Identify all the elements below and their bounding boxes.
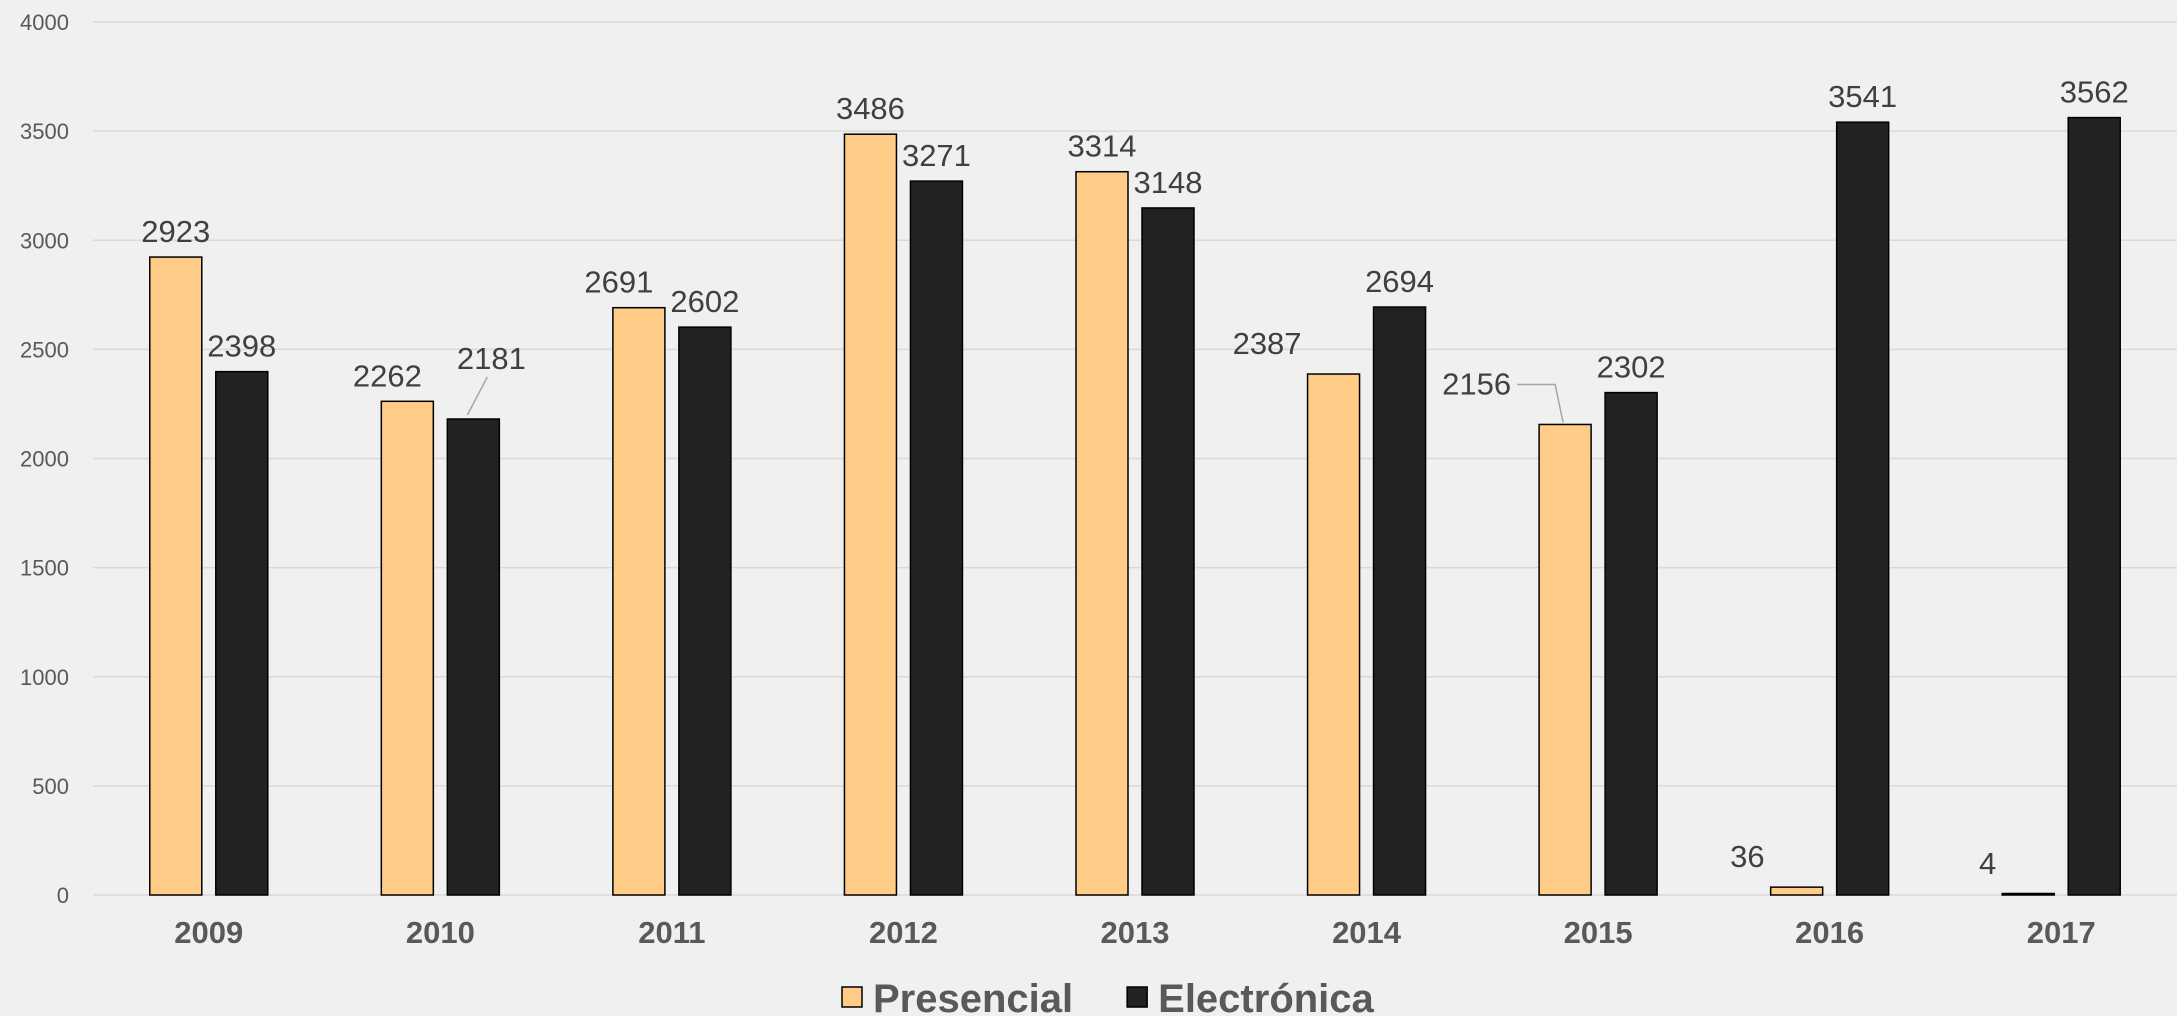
x-tick-label: 2014 — [1332, 915, 1402, 950]
y-tick-label: 1000 — [20, 665, 69, 690]
data-label-presencial: 2262 — [353, 358, 422, 393]
bar-electronica — [1372, 306, 1427, 896]
y-tick-label: 4000 — [20, 10, 69, 35]
y-tick-label: 3000 — [20, 228, 69, 253]
x-tick-label: 2016 — [1795, 915, 1864, 950]
data-label-presencial: 36 — [1730, 839, 1764, 874]
data-label-electronica: 2181 — [457, 341, 526, 376]
leader-line — [466, 376, 488, 416]
data-label-presencial: 2923 — [141, 214, 210, 249]
bar-presencial — [1538, 423, 1592, 896]
legend-label: Electrónica — [1158, 977, 1374, 1016]
bar-presencial — [1075, 170, 1129, 896]
gridlines — [93, 21, 2177, 896]
data-label-electronica: 3541 — [1828, 79, 1897, 114]
x-tick-label: 2012 — [869, 915, 938, 950]
label-leader-lines — [466, 376, 1564, 423]
bar-presencial — [2001, 892, 2055, 896]
x-tick-label: 2010 — [406, 915, 475, 950]
bars — [149, 116, 2121, 896]
bar-presencial — [612, 306, 666, 896]
bar-presencial — [1306, 373, 1361, 896]
bar-presencial — [1769, 886, 1824, 896]
bar-electronica — [215, 370, 269, 896]
data-label-electronica: 3148 — [1134, 165, 1203, 200]
legend: Presencial Electrónica — [841, 977, 1375, 1016]
data-label-electronica: 2694 — [1365, 264, 1434, 299]
x-tick-label: 2015 — [1564, 915, 1633, 950]
leader-line — [1517, 383, 1564, 423]
x-tick-label: 2011 — [638, 915, 705, 950]
data-label-electronica: 2398 — [207, 329, 276, 364]
data-label-presencial: 4 — [1979, 846, 1996, 881]
bar-presencial — [149, 256, 203, 896]
bar-electronica — [678, 326, 732, 896]
data-label-presencial: 3314 — [1068, 129, 1137, 164]
y-tick-label: 3500 — [20, 119, 69, 144]
data-label-electronica: 2302 — [1597, 350, 1666, 385]
bar-electronica — [446, 418, 501, 896]
y-tick-label: 2000 — [20, 447, 69, 472]
legend-swatch — [1126, 986, 1148, 1008]
bar-presencial — [843, 133, 898, 896]
data-label-presencial: 2156 — [1442, 366, 1511, 401]
bar-electronica — [1141, 207, 1195, 896]
legend-label: Presencial — [873, 977, 1073, 1016]
y-tick-label: 0 — [57, 883, 69, 908]
x-tick-label: 2009 — [174, 915, 243, 950]
x-axis: 2009 2010 2011 2012 2013 2014 2015 2016 2017 — [174, 915, 2095, 950]
x-tick-label: 2017 — [2027, 915, 2096, 950]
data-label-electronica: 2602 — [670, 284, 739, 319]
data-label-electronica: 3271 — [902, 138, 971, 173]
bar-presencial — [380, 400, 435, 896]
data-label-presencial: 2691 — [584, 265, 653, 300]
x-tick-label: 2013 — [1101, 915, 1170, 950]
y-tick-label: 2500 — [20, 337, 69, 362]
bar-electronica — [2067, 116, 2121, 896]
data-label-presencial: 2387 — [1233, 326, 1302, 361]
y-axis: 0 500 1000 1500 2000 2500 3000 3500 4000 — [20, 10, 69, 908]
data-labels: 2923 2398 2262 2181 2691 2602 3486 3271 33143148… — [141, 75, 2128, 882]
bar-electronica — [1835, 121, 1890, 896]
data-label-presencial: 3486 — [836, 91, 905, 126]
y-tick-label: 1500 — [20, 556, 69, 581]
data-label-electronica: 3562 — [2060, 75, 2129, 110]
bar-electronica — [909, 180, 964, 896]
bar-electronica — [1604, 391, 1658, 896]
legend-swatch — [841, 986, 863, 1008]
y-tick-label: 500 — [32, 774, 69, 799]
